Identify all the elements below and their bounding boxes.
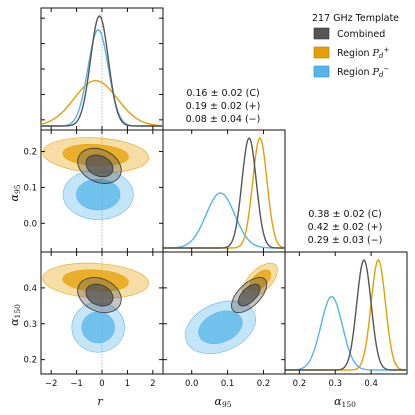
xlabel-r: r	[97, 395, 103, 408]
ytick-label-alpha_150-0: 0.2	[23, 356, 37, 366]
xtick-label-r-0: −2	[45, 379, 58, 389]
panel-1d-alpha_150-frame	[284, 251, 408, 375]
alpha95-summary-minus: 0.08 ± 0.04 (−)	[186, 114, 261, 125]
xtick-label-r-4: 2	[150, 379, 155, 389]
panel-1d-alpha_150: 0.2 0.3 0.4	[284, 251, 408, 389]
contour-alpha_95-alpha_150-C-68	[237, 283, 261, 307]
annotations: 0.16 ± 0.02 (C) 0.19 ± 0.02 (+) 0.08 ± 0…	[186, 88, 383, 246]
panel-2d-r-alpha_150: −2 −1 0 1 2 0.2 0.3 0.4	[23, 251, 164, 389]
xtick-label-r-2: 0	[99, 379, 104, 389]
ytick-label-alpha_150-1: 0.3	[23, 320, 37, 330]
marginal-r-P	[41, 80, 163, 127]
xlabel-alpha150: α150	[334, 395, 356, 409]
legend-swatch-plus	[313, 46, 330, 59]
alpha150-summary-plus: 0.42 ± 0.02 (+)	[308, 222, 383, 233]
alpha95-summary-plus: 0.19 ± 0.02 (+)	[186, 101, 261, 112]
contour-r-alpha_95-M-68	[76, 178, 121, 211]
panel-2d-alpha_95-alpha_150-frame	[162, 251, 286, 375]
contour-r-alpha_150-C-68	[85, 283, 114, 307]
xtick-label-alpha_150-0: 0.2	[293, 379, 307, 389]
marginal-alpha_95-C	[163, 137, 285, 249]
legend-title: 217 GHz Template	[312, 13, 399, 24]
xtick-label-alpha_95-1: 0.1	[221, 379, 235, 389]
ytick-label-alpha_150-2: 0.4	[23, 284, 37, 294]
ytick-label-alpha_95-2: 0.2	[23, 148, 37, 158]
legend: 217 GHz Template Combined Region Pd+ Reg…	[312, 13, 399, 79]
marginal-alpha_95-M	[163, 192, 285, 249]
axis-labels: r α95 α150 α95 α150	[8, 184, 356, 409]
xtick-label-r-1: −1	[70, 379, 83, 389]
legend-label-combined: Combined	[337, 29, 385, 40]
ytick-label-alpha_95-1: 0.1	[23, 183, 37, 193]
xtick-label-alpha_95-2: 0.2	[257, 379, 271, 389]
legend-swatch-minus	[313, 65, 330, 78]
panel-2d-r-alpha_95: 0.0 0.1 0.2	[23, 129, 164, 253]
xtick-label-alpha_150-2: 0.4	[364, 379, 378, 389]
panel-2d-alpha_95-alpha_150: 0.0 0.1 0.2	[162, 251, 286, 389]
xtick-label-alpha_95-0: 0.0	[185, 379, 199, 389]
panel-1d-r	[40, 7, 164, 131]
contour-alpha_95-alpha_150-M-68	[198, 310, 243, 345]
ylabel-alpha95: α95	[8, 184, 22, 201]
xlabel-alpha95: α95	[215, 395, 232, 409]
xtick-label-alpha_150-1: 0.3	[328, 379, 342, 389]
marginal-alpha_95-P	[163, 137, 285, 249]
legend-label-minus: Region Pd−	[337, 65, 389, 79]
contour-r-alpha_95-C-68	[85, 154, 114, 178]
xtick-label-r-3: 1	[125, 379, 130, 389]
legend-label-plus: Region Pd+	[337, 46, 389, 60]
alpha150-summary-combined: 0.38 ± 0.02 (C)	[308, 209, 381, 220]
legend-swatch-combined	[313, 27, 330, 40]
panels: 0.2 0.3 0.4 0.0 0.1 0.2 −2 −1 0 1 2 0.2 0.3 0.4 0.0 0.1…	[23, 7, 408, 389]
ytick-label-alpha_95-0: 0.0	[23, 219, 37, 229]
alpha150-summary-minus: 0.29 ± 0.03 (−)	[308, 235, 383, 246]
alpha95-summary-combined: 0.16 ± 0.02 (C)	[186, 88, 259, 99]
marginal-r-C	[41, 15, 163, 127]
ylabel-alpha150: α150	[8, 304, 22, 326]
marginal-alpha_150-P	[285, 259, 407, 371]
contour-r-alpha_150-M-68	[81, 311, 115, 344]
panel-1d-alpha_95	[162, 129, 286, 253]
marginal-alpha_150-C	[285, 259, 407, 371]
panel-1d-alpha_95-frame	[162, 129, 286, 253]
